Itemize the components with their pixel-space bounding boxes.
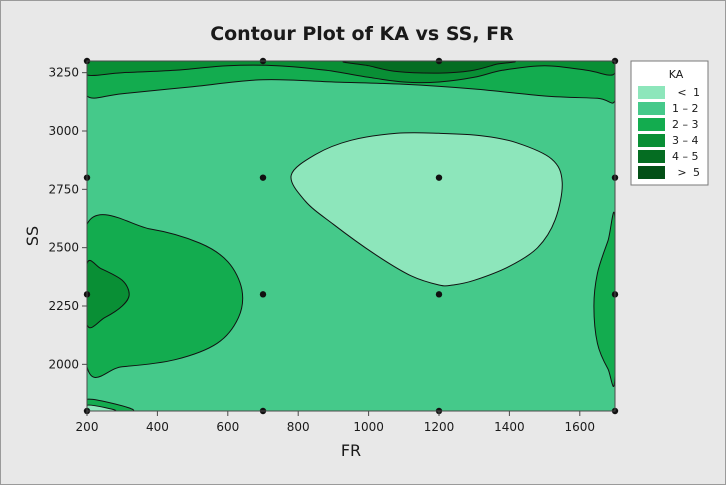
chart-title: Contour Plot of KA vs SS, FR [210, 23, 514, 45]
contour-regions [87, 61, 615, 411]
legend-label-3: 2 – 3 [672, 118, 699, 131]
legend-entries: <1 1 – 2 2 – 3 3 – 4 4 – 5 > 5 [638, 86, 700, 179]
legend-label-5: 4 – 5 [672, 150, 699, 163]
legend-label-6: 5 [693, 166, 700, 179]
y-tick-label-2750: 2750 [48, 182, 79, 196]
plot-frame [86, 60, 616, 412]
x-tick-label-1200: 1200 [424, 420, 455, 434]
x-tick-label-600: 600 [216, 420, 239, 434]
contour-region-5 [87, 259, 130, 329]
x-axis-label: FR [341, 441, 361, 460]
legend-label-1: 1 [693, 86, 700, 99]
contour-region-4 [87, 214, 244, 378]
y-axis-label: SS [23, 226, 42, 246]
legend-label-2: 1 – 2 [672, 102, 699, 115]
contour-region-3 [342, 61, 516, 74]
design-point-10 [259, 291, 267, 298]
x-tick-label-400: 400 [146, 420, 169, 434]
x-tick-label-1600: 1600 [565, 420, 596, 434]
x-tick-label-800: 800 [287, 420, 310, 434]
x-tick-label-200: 200 [76, 420, 99, 434]
contour-region-8 [290, 132, 563, 287]
x-tick-label-1400: 1400 [494, 420, 525, 434]
legend-title: KA [669, 68, 684, 81]
y-tick-label-2250: 2250 [48, 299, 79, 313]
legend: KA <1 1 – 2 2 – 3 3 – 4 4 – 5 > 5 [630, 60, 709, 186]
contour-region-9 [87, 404, 117, 411]
contour-region-6 [593, 211, 615, 387]
legend-swatch-3 [638, 118, 665, 131]
legend-swatch-5 [638, 150, 665, 163]
legend-symbol-6: > [677, 166, 686, 179]
design-point-11 [435, 291, 443, 298]
x-tick-label-1000: 1000 [353, 420, 384, 434]
y-tick-label-3000: 3000 [48, 124, 79, 138]
legend-swatch-6 [638, 166, 665, 179]
y-tick-label-2500: 2500 [48, 241, 79, 255]
y-tick-label-3250: 3250 [48, 66, 79, 80]
y-axis: 2000 2250 2500 2750 3000 3250 [48, 66, 87, 371]
design-point-7 [435, 174, 443, 181]
legend-swatch-1 [638, 86, 665, 99]
legend-swatch-4 [638, 134, 665, 147]
legend-symbol-1: < [677, 86, 686, 99]
y-tick-label-2000: 2000 [48, 357, 79, 371]
x-axis: 200 400 600 800 1000 1200 1400 1600 [76, 411, 596, 434]
legend-swatch-2 [638, 102, 665, 115]
design-point-6 [259, 174, 267, 181]
legend-label-4: 3 – 4 [672, 134, 699, 147]
